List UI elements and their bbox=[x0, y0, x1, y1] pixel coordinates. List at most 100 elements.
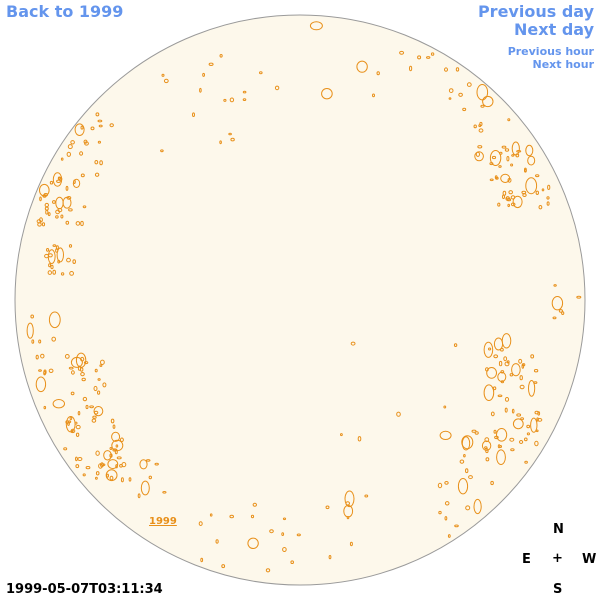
contour-patch bbox=[551, 296, 564, 311]
contour-patch bbox=[476, 84, 489, 101]
contour-patch bbox=[444, 516, 448, 521]
contour-patch bbox=[500, 347, 504, 352]
contour-patch bbox=[242, 90, 247, 94]
contour-patch bbox=[200, 557, 204, 563]
contour-patch bbox=[52, 172, 63, 187]
next-day-link[interactable]: Next day bbox=[514, 20, 594, 39]
contour-patch bbox=[64, 354, 70, 359]
contour-patch bbox=[561, 311, 565, 316]
contour-patch bbox=[524, 167, 527, 172]
contour-patch bbox=[537, 418, 543, 422]
contour-patch bbox=[372, 93, 375, 98]
back-to-year-link[interactable]: Back to 1999 bbox=[6, 2, 124, 21]
contour-patch bbox=[290, 560, 295, 565]
contour-patch bbox=[97, 119, 103, 123]
contour-patch bbox=[417, 55, 422, 60]
contour-patch bbox=[497, 394, 503, 398]
contour-patch bbox=[74, 421, 78, 425]
previous-hour-link[interactable]: Previous hour bbox=[507, 45, 594, 58]
contour-patch bbox=[507, 118, 511, 122]
contour-patch bbox=[115, 464, 118, 469]
contour-patch bbox=[486, 367, 498, 379]
contour-patch bbox=[493, 337, 504, 351]
contour-patch bbox=[60, 272, 65, 276]
contour-patch bbox=[522, 193, 527, 198]
contour-patch bbox=[503, 356, 508, 362]
contour-patch bbox=[111, 439, 124, 452]
contour-patch bbox=[163, 78, 169, 84]
contour-patch bbox=[483, 341, 494, 358]
contour-patch bbox=[82, 473, 86, 477]
contour-patch bbox=[479, 121, 483, 127]
contour-patch bbox=[512, 418, 524, 430]
contour-patch bbox=[110, 418, 115, 424]
contour-patch bbox=[192, 112, 195, 117]
contour-patch bbox=[55, 245, 59, 250]
contour-patch bbox=[274, 85, 280, 91]
contour-patch bbox=[145, 459, 151, 462]
contour-patch bbox=[510, 163, 514, 167]
contour-patch bbox=[494, 435, 499, 440]
contour-patch bbox=[499, 445, 503, 448]
contour-patch bbox=[120, 477, 124, 483]
contour-patch bbox=[546, 201, 550, 206]
contour-patch bbox=[221, 564, 226, 569]
next-hour-link[interactable]: Next hour bbox=[532, 58, 595, 71]
contour-patch bbox=[100, 462, 104, 468]
contour-patch bbox=[480, 104, 485, 108]
contour-patch bbox=[252, 502, 258, 507]
contour-patch bbox=[55, 215, 59, 219]
contour-patch bbox=[26, 322, 34, 339]
contour-patch bbox=[376, 71, 380, 76]
contour-patch bbox=[357, 436, 362, 442]
contour-patch bbox=[83, 361, 89, 365]
contour-patch bbox=[518, 358, 523, 364]
contour-patch bbox=[328, 555, 332, 560]
contour-patch bbox=[102, 382, 107, 388]
contour-patch bbox=[199, 87, 202, 93]
contour-patch bbox=[343, 504, 354, 518]
contour-patch bbox=[535, 174, 540, 178]
contour-patch bbox=[63, 447, 68, 451]
contour-patch bbox=[52, 244, 57, 247]
contour-patch bbox=[510, 448, 515, 452]
contour-patch bbox=[51, 336, 57, 342]
contour-patch bbox=[80, 125, 84, 130]
magnetic-contours bbox=[26, 21, 582, 573]
contour-patch bbox=[65, 185, 69, 191]
contour-patch bbox=[430, 52, 435, 56]
contour-patch bbox=[409, 65, 413, 72]
previous-day-link[interactable]: Previous day bbox=[477, 2, 594, 21]
contour-patch bbox=[482, 95, 494, 108]
contour-patch bbox=[80, 372, 85, 377]
contour-patch bbox=[350, 341, 356, 346]
contour-patch bbox=[202, 72, 206, 77]
contour-patch bbox=[525, 177, 538, 195]
year-1999-link[interactable]: 1999 bbox=[149, 516, 177, 527]
contour-patch bbox=[73, 179, 76, 185]
contour-patch bbox=[444, 67, 448, 72]
contour-patch bbox=[85, 404, 89, 410]
contour-patch bbox=[39, 196, 42, 202]
contour-patch bbox=[109, 453, 113, 458]
contour-patch bbox=[526, 424, 531, 429]
contour-patch bbox=[109, 123, 114, 128]
contour-patch bbox=[31, 339, 35, 344]
contour-patch bbox=[437, 482, 443, 489]
contour-patch bbox=[453, 343, 458, 348]
contour-patch bbox=[95, 450, 100, 456]
contour-patch bbox=[47, 212, 51, 217]
contour-patch bbox=[510, 195, 516, 200]
contour-patch bbox=[462, 107, 467, 112]
solar-disk bbox=[14, 14, 586, 586]
contour-patch bbox=[516, 413, 522, 417]
contour-patch bbox=[463, 454, 466, 458]
contour-patch bbox=[533, 381, 538, 384]
contour-patch bbox=[91, 418, 97, 423]
contour-patch bbox=[461, 436, 471, 451]
contour-patch bbox=[228, 132, 232, 136]
contour-patch bbox=[498, 360, 503, 367]
contour-patch bbox=[52, 269, 57, 275]
contour-patch bbox=[506, 360, 510, 364]
